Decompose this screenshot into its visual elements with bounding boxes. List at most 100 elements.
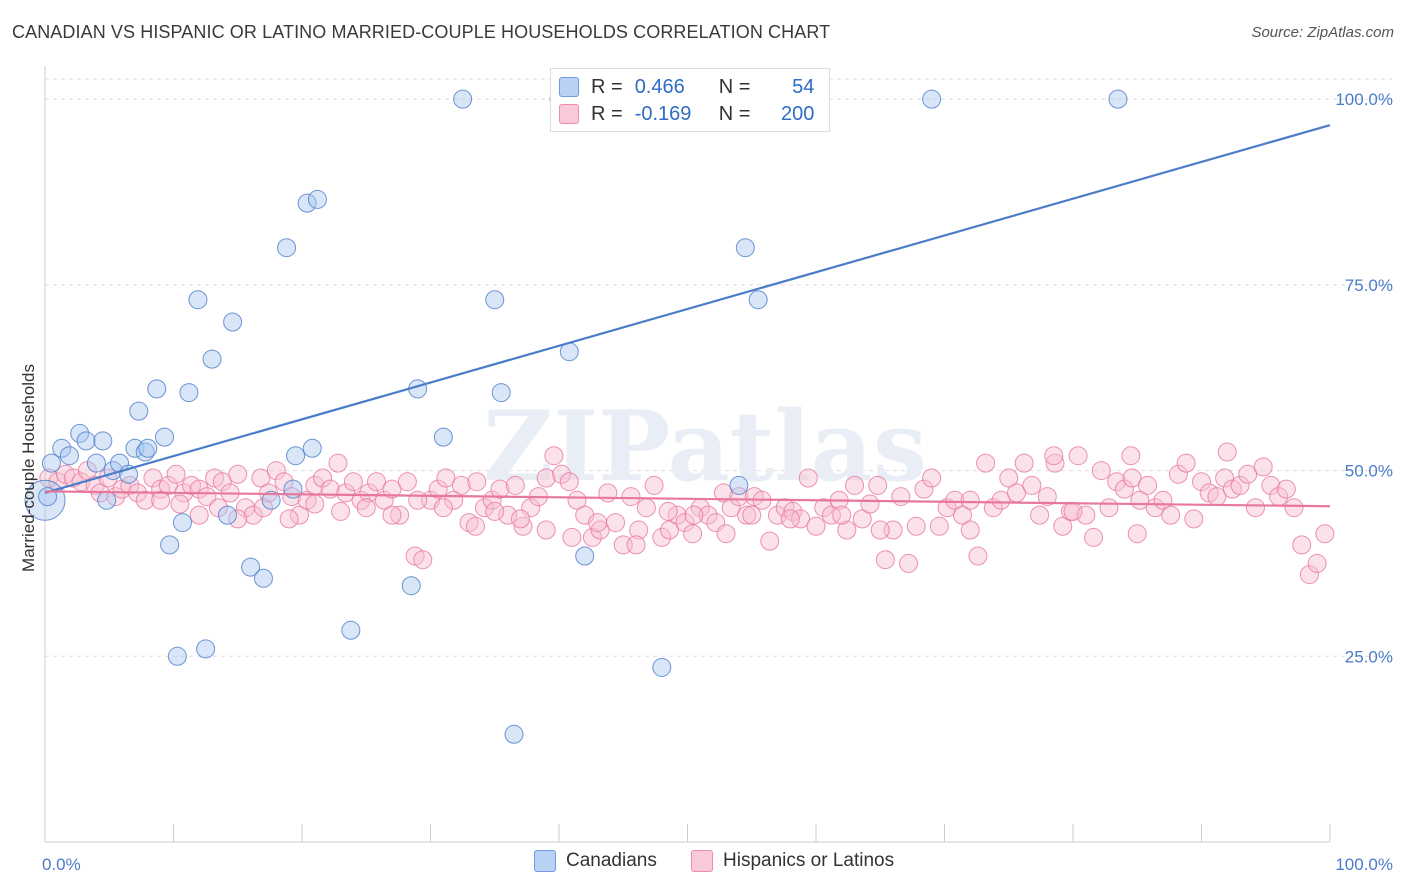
hispanic-point: [1091, 461, 1111, 481]
chart-title: CANADIAN VS HISPANIC OR LATINO MARRIED-C…: [12, 22, 831, 42]
canadian-point: [283, 479, 303, 499]
bottom-legend-hispanics: Hispanics or Latinos: [691, 850, 894, 872]
canadian-point: [147, 379, 167, 399]
canadian-point: [129, 401, 149, 421]
legend-n-label: N =: [718, 75, 751, 98]
canadian-point: [76, 431, 96, 451]
hispanic-point: [552, 464, 572, 484]
y-tick-label: 100.0%: [1335, 90, 1393, 109]
canadian-point: [138, 438, 158, 458]
hispanic-point: [1138, 475, 1158, 495]
hispanic-point: [505, 475, 525, 495]
hispanic-point: [1245, 498, 1265, 518]
canadian-point: [307, 189, 327, 209]
hispanic-point: [629, 520, 649, 540]
hispanic-point: [559, 472, 579, 492]
hispanic-point: [498, 505, 518, 525]
hispanic-point: [852, 509, 872, 529]
legend-r-label: R =: [591, 75, 623, 98]
hispanic-point: [433, 498, 453, 518]
hispanic-point: [1184, 509, 1204, 529]
hispanic-point: [922, 468, 942, 488]
canadian-point: [652, 657, 672, 677]
canadian-point: [341, 620, 361, 640]
hispanic-point: [485, 501, 505, 521]
x-tick-label: 100.0%: [1335, 855, 1393, 874]
hispanic-point: [684, 505, 704, 525]
hispanic-point: [382, 479, 402, 499]
hispanic-point: [968, 546, 988, 566]
canadian-point: [93, 431, 113, 451]
hispanic-point: [899, 553, 919, 573]
hispanic-point: [914, 479, 934, 499]
hispanic-point: [1161, 505, 1181, 525]
hispanic-point: [658, 501, 678, 521]
hispanic-point: [868, 475, 888, 495]
hispanic-point: [536, 520, 556, 540]
hispanic-point: [845, 475, 865, 495]
hispanic-point: [588, 513, 608, 533]
hispanic-point: [590, 520, 610, 540]
hispanic-point: [305, 494, 325, 514]
hispanic-point: [606, 513, 626, 533]
hispanic-point: [289, 505, 309, 525]
legend-row-hispanics: R = -0.169 N = 200: [559, 101, 814, 127]
hispanic-point: [1215, 468, 1235, 488]
y-tick-labels: 25.0% 50.0% 75.0% 100.0%: [1335, 90, 1393, 666]
hispanic-point: [798, 468, 818, 488]
canadian-point: [86, 453, 106, 473]
hispanic-point: [151, 490, 171, 510]
source-label: Source: ZipAtlas.com: [1251, 24, 1394, 41]
hispanic-point: [343, 472, 363, 492]
watermark: ZIPatlas: [483, 390, 927, 503]
canadian-point: [504, 724, 524, 744]
hispanic-point: [544, 446, 564, 466]
hispanic-point: [716, 524, 736, 544]
hispanic-point: [821, 505, 841, 525]
hispanic-point: [567, 490, 587, 510]
hispanic-point: [189, 505, 209, 525]
hispanic-point: [760, 531, 780, 551]
canadian-point: [217, 505, 237, 525]
hispanic-point: [1192, 472, 1211, 492]
legend-swatch-canadians: [559, 77, 579, 97]
canadian-point: [172, 513, 192, 533]
canadian-point: [735, 238, 755, 258]
canadian-point: [202, 349, 222, 369]
hispanic-point: [197, 487, 217, 507]
canadian-point: [729, 475, 749, 495]
hispanic-point: [1107, 472, 1127, 492]
hispanic-point: [1053, 516, 1073, 536]
hispanic-point: [474, 498, 494, 518]
hispanic-point: [279, 509, 299, 529]
hispanic-point: [870, 520, 890, 540]
hispanic-point: [465, 516, 485, 536]
canadian-point: [179, 383, 199, 403]
hispanic-point: [331, 501, 351, 521]
canadian-point: [223, 312, 243, 332]
y-axis-label: Married-couple Households: [19, 364, 38, 572]
hispanic-point: [1238, 464, 1258, 484]
hispanic-point: [991, 490, 1011, 510]
hispanic-point: [1315, 524, 1335, 544]
hispanic-point: [397, 472, 417, 492]
hispanic-point: [1292, 535, 1312, 555]
hispanic-point: [228, 464, 248, 484]
hispanic-point: [253, 498, 273, 518]
hispanic-point: [729, 487, 749, 507]
canadian-trend-line: [44, 124, 1331, 494]
hispanic-point: [1045, 453, 1065, 473]
y-tick-label: 25.0%: [1345, 647, 1393, 666]
hispanic-point: [510, 509, 530, 529]
canadian-point: [748, 290, 768, 310]
canadian-point: [52, 438, 72, 458]
legend-n-value: 54: [792, 75, 815, 98]
hispanic-point: [737, 505, 757, 525]
y-tick-label: 75.0%: [1345, 276, 1393, 295]
hispanic-point: [1121, 446, 1141, 466]
canadian-point: [188, 290, 208, 310]
y-tick-label: 50.0%: [1345, 462, 1393, 481]
hispanic-point: [945, 490, 965, 510]
hispanic-point: [906, 516, 926, 536]
canadian-point: [1108, 89, 1128, 109]
